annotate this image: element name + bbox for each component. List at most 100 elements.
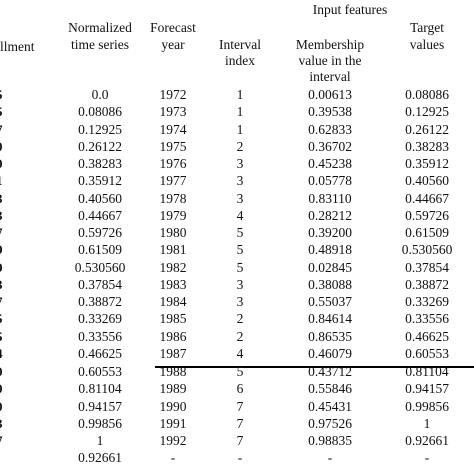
normalized-value-cell: 0.35912 (78, 173, 122, 189)
enrollment-cell-fragment: 3 (0, 277, 10, 293)
forecast-year-cell: 1985 (159, 311, 187, 327)
right-edge-fragment (466, 260, 474, 275)
enrollment-cell-fragment: 9 (0, 242, 10, 258)
membership-value-cell: 0.39538 (308, 104, 352, 120)
forecast-year-cell: 1977 (159, 173, 187, 189)
table-row: 0 0.26122 1975 2 0.36702 0.38283 (0, 139, 474, 154)
table-row: 9 0.530560 1982 5 0.02845 0.37854 (0, 260, 474, 275)
normalized-value-cell: 0.99856 (78, 415, 122, 431)
forecast-year-cell: 1976 (159, 156, 187, 171)
input-features-group-label: Input features (312, 2, 388, 17)
right-edge-fragment (466, 122, 474, 137)
forecast-year-cell: 1973 (159, 104, 187, 120)
target-value-cell: 0.81104 (405, 364, 449, 379)
table-row: 0.92661 - - - - (0, 450, 474, 465)
target-value-cell: 0.530560 (401, 242, 453, 258)
forecast-year-cell: 1974 (159, 121, 187, 137)
forecast-year-cell: - (170, 450, 176, 466)
target-value-cell: 0.08086 (405, 87, 449, 102)
forecast-column-header-line2: year (161, 37, 185, 52)
right-edge-fragment (466, 104, 474, 119)
enrollment-column-header: llment (0, 39, 35, 54)
membership-value-cell: 0.28212 (308, 207, 352, 223)
forecast-year-cell: 1986 (159, 328, 187, 344)
target-value-cell: 0.38872 (405, 276, 449, 292)
normalized-value-cell: 0.37854 (78, 276, 122, 292)
membership-value-cell: 0.84614 (308, 311, 352, 327)
forecast-year-cell: 1982 (159, 259, 187, 275)
right-edge-fragment (466, 450, 474, 465)
interval-index-cell: 4 (236, 207, 244, 223)
forecast-year-cell: 1992 (159, 433, 187, 448)
membership-value-cell: 0.45431 (308, 398, 352, 414)
enrollment-cell-fragment: 5 (0, 104, 10, 120)
membership-value-cell: 0.36702 (308, 138, 352, 154)
forecast-year-cell: 1990 (159, 398, 187, 414)
right-edge-fragment (466, 329, 474, 344)
table-row: 3 0.99856 1991 7 0.97526 1 (0, 416, 474, 431)
membership-value-cell: 0.62833 (308, 121, 352, 137)
right-edge-fragment (466, 139, 474, 154)
forecast-year-cell: 1981 (159, 242, 187, 258)
enrollment-cell-fragment: 0 (0, 399, 10, 415)
enrollment-cell-fragment: 3 (0, 208, 10, 224)
membership-value-cell: 0.00613 (308, 87, 352, 102)
forecast-year-cell: 1988 (159, 364, 187, 379)
table-row: 7 0.12925 1974 1 0.62833 0.26122 (0, 122, 474, 137)
right-edge-fragment (466, 242, 474, 257)
right-edge-fragment (466, 156, 474, 171)
interval-index-cell: 3 (236, 294, 244, 309)
target-value-cell: 0.38283 (405, 138, 449, 154)
interval-index-cell: 6 (236, 381, 244, 397)
membership-value-cell: 0.86535 (308, 328, 352, 344)
right-edge-fragment (466, 191, 474, 206)
target-value-cell: 0.44667 (405, 190, 449, 206)
normalized-value-cell: 0.530560 (74, 259, 126, 275)
target-value-cell: 0.35912 (405, 156, 449, 171)
forecast-year-cell: 1991 (159, 415, 187, 431)
target-value-cell: 0.12925 (405, 104, 449, 120)
train-test-separator-line (155, 366, 474, 368)
normalized-value-cell: 0.38872 (78, 294, 122, 309)
interval-index-cell: 3 (236, 276, 244, 292)
interval-column-header-line1: Interval (219, 37, 261, 52)
right-edge-fragment (466, 346, 474, 361)
membership-column-header-line1: Membership (295, 37, 365, 52)
membership-value-cell: 0.45238 (308, 156, 352, 171)
table-row: 0 0.60553 1988 5 0.43712 0.81104 (0, 364, 474, 379)
membership-value-cell: 0.43712 (308, 364, 352, 379)
interval-column-header-line2: index (225, 53, 255, 68)
right-edge-fragment (466, 381, 474, 396)
target-value-cell: 0.46625 (405, 328, 449, 344)
enrollment-cell-fragment: 7 (0, 294, 10, 310)
table-row: 9 0.61509 1981 5 0.48918 0.530560 (0, 242, 474, 257)
normalized-value-cell: 0.08086 (78, 104, 122, 120)
interval-index-cell: 5 (236, 242, 244, 258)
table-row: 1 0.35912 1977 3 0.05778 0.40560 (0, 173, 474, 188)
right-edge-fragment (466, 433, 474, 448)
target-value-cell: 0.99856 (405, 398, 449, 414)
normalized-value-cell: 0.46625 (78, 345, 122, 361)
interval-index-cell: 1 (236, 121, 244, 137)
interval-index-cell: 7 (236, 433, 244, 448)
normalized-value-cell: 1 (96, 433, 104, 448)
normalized-value-cell: 0.12925 (78, 121, 122, 137)
forecast-year-cell: 1984 (159, 294, 187, 309)
normalized-value-cell: 0.33269 (78, 311, 122, 327)
target-value-cell: 0.59726 (405, 207, 449, 223)
interval-index-cell: 3 (236, 156, 244, 171)
table-row: 3 0.37854 1983 3 0.38088 0.38872 (0, 277, 474, 292)
interval-index-cell: 7 (236, 415, 244, 431)
target-value-cell: 0.94157 (405, 381, 449, 397)
interval-index-cell: - (237, 450, 243, 466)
right-edge-fragment (466, 87, 474, 102)
table-row: 3 0.40560 1978 3 0.83110 0.44667 (0, 191, 474, 206)
forecast-year-cell: 1978 (159, 190, 187, 206)
enrollment-cell-fragment: 0 (0, 364, 10, 380)
table-row: 7 0.38872 1984 3 0.55037 0.33269 (0, 294, 474, 309)
right-edge-fragment (466, 416, 474, 431)
target-value-cell: 0.60553 (405, 345, 449, 361)
enrollment-cell-fragment: 5 (0, 87, 10, 103)
membership-column-header-line2: value in the (298, 53, 362, 68)
forecast-year-cell: 1987 (159, 345, 187, 361)
